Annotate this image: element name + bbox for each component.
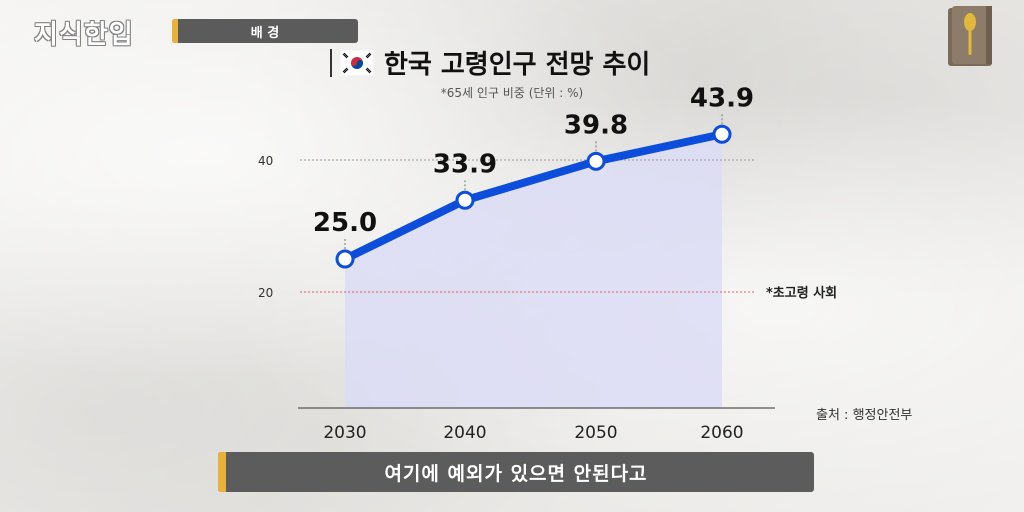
data-label-2040: 33.9 bbox=[433, 149, 497, 179]
super-aged-annotation: *초고령 사회 bbox=[766, 285, 837, 301]
y-tick-40: 40 bbox=[258, 154, 273, 168]
channel-logo: 지식한입 bbox=[34, 20, 134, 50]
x-tick-2050: 2050 bbox=[574, 423, 617, 443]
data-label-2060: 43.9 bbox=[690, 83, 754, 113]
series-line bbox=[341, 130, 726, 263]
y-tick-20: 20 bbox=[258, 286, 273, 300]
section-label: 배 경 bbox=[250, 25, 280, 41]
source-note: 출처 : 행정안전부 bbox=[816, 408, 913, 423]
x-tick-2040: 2040 bbox=[443, 423, 486, 443]
korea-flag-icon bbox=[340, 49, 374, 76]
chart-title: 한국 고령인구 전망 추이 bbox=[384, 50, 651, 80]
section-label-bar: 배 경 bbox=[172, 19, 358, 43]
book-spoon-icon bbox=[948, 6, 992, 66]
section-accent bbox=[172, 19, 178, 43]
chart-title-group: 한국 고령인구 전망 추이 bbox=[330, 44, 650, 81]
area-fill bbox=[345, 134, 722, 408]
x-tick-2030: 2030 bbox=[323, 423, 366, 443]
caption-accent bbox=[218, 452, 226, 492]
data-point-2050 bbox=[586, 151, 606, 171]
chart-subtitle: *65세 인구 비중 (단위 : %) bbox=[440, 86, 584, 100]
x-tick-2060: 2060 bbox=[700, 423, 743, 443]
data-point-2060 bbox=[712, 124, 732, 144]
caption-text: 여기에 예외가 있으면 안된다고 bbox=[384, 462, 648, 485]
title-divider bbox=[330, 48, 332, 77]
data-point-2030 bbox=[335, 249, 355, 269]
subtitle-caption-bar: 여기에 예외가 있으면 안된다고 bbox=[218, 452, 814, 492]
data-label-2030: 25.0 bbox=[313, 208, 377, 238]
data-point-2040 bbox=[455, 190, 475, 210]
data-label-2050: 39.8 bbox=[564, 110, 628, 140]
